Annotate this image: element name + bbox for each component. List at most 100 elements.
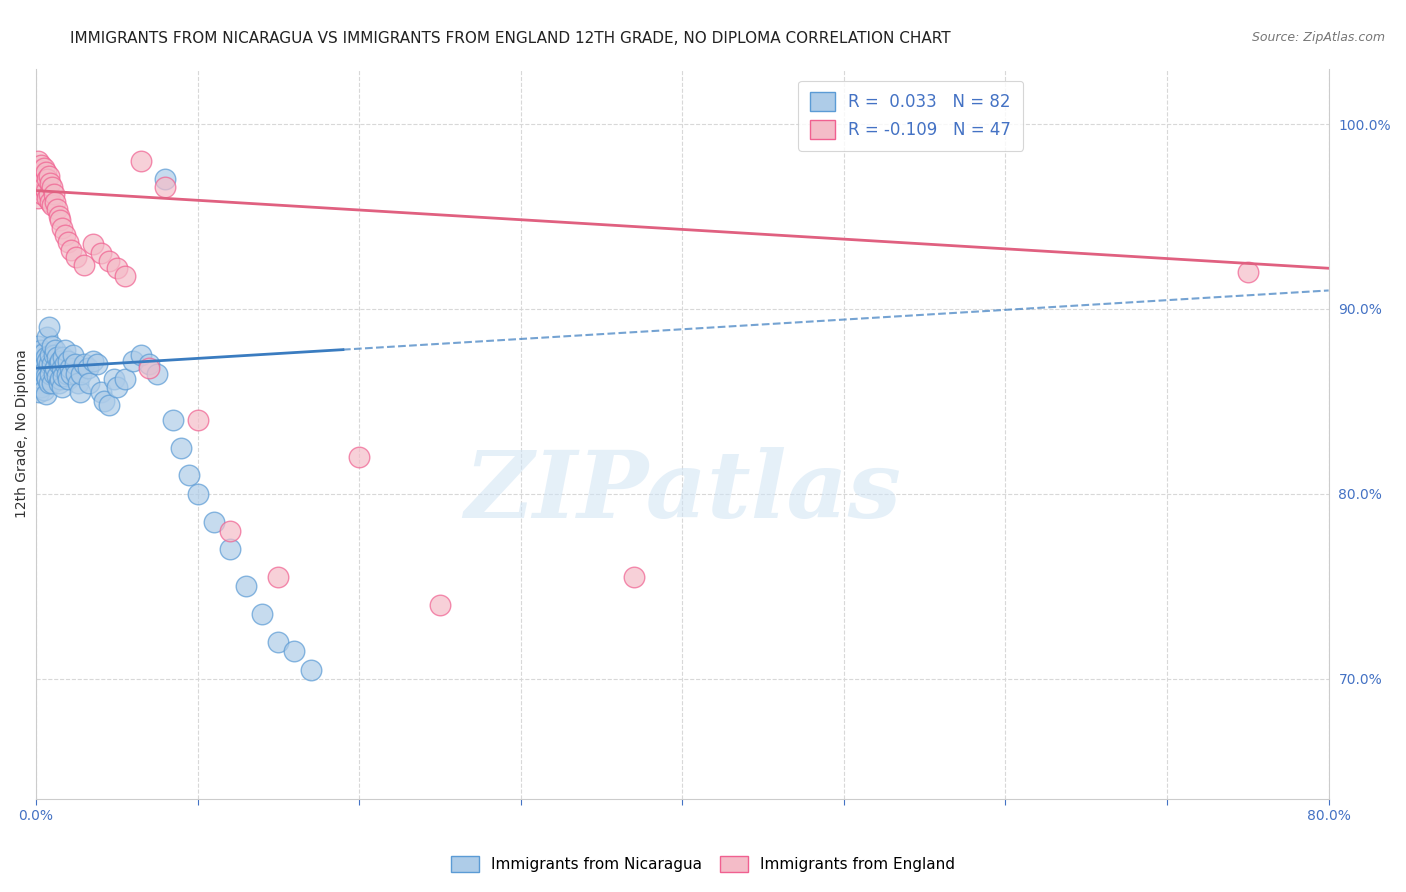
Point (28, 367, 51, 381)
Point (39, 367, 62, 381)
Point (267, 570, 290, 584)
Point (30, 379, 52, 393)
Point (66, 376, 89, 390)
Point (65, 367, 87, 381)
Point (155, 180, 177, 194)
Point (114, 372, 136, 386)
Point (267, 635, 290, 649)
Point (44, 194, 66, 209)
Point (34, 165, 56, 179)
Point (41, 180, 63, 194)
Point (73, 358, 96, 372)
Point (51, 361, 73, 376)
Point (93, 394, 115, 409)
Point (28, 348, 51, 362)
Point (90, 385, 112, 400)
Point (28, 163, 51, 178)
Point (34, 184, 56, 198)
Point (69, 385, 91, 400)
Point (32, 180, 55, 194)
Point (283, 644, 305, 658)
Point (51, 379, 73, 393)
Point (48, 358, 70, 372)
Point (186, 487, 208, 501)
Point (30, 176, 52, 190)
Point (46, 350, 69, 364)
Point (235, 579, 257, 593)
Point (53, 227, 76, 242)
Point (46, 368, 69, 383)
Point (82, 237, 104, 252)
Point (103, 372, 125, 386)
Point (129, 348, 152, 362)
Point (76, 361, 98, 376)
Point (429, 598, 451, 612)
Point (41, 376, 63, 390)
Point (347, 450, 370, 464)
Point (49, 372, 72, 386)
Point (27, 191, 49, 205)
Point (41, 358, 63, 372)
Point (38, 358, 60, 372)
Point (299, 663, 322, 677)
Point (90, 246, 112, 260)
Point (32, 365, 55, 379)
Point (60, 367, 83, 381)
Point (250, 607, 273, 621)
Point (218, 542, 240, 557)
Point (38, 169, 60, 183)
Point (48, 376, 70, 390)
Point (30, 158, 52, 172)
Point (28, 182, 51, 196)
Point (30, 343, 52, 357)
Point (186, 413, 208, 427)
Point (39, 176, 62, 190)
Point (34, 368, 56, 383)
Point (58, 353, 80, 368)
Point (34, 350, 56, 364)
Point (37, 329, 59, 343)
Point (86, 358, 108, 372)
Text: Source: ZipAtlas.com: Source: ZipAtlas.com (1251, 31, 1385, 45)
Point (218, 524, 240, 538)
Point (58, 235, 80, 250)
Point (27, 376, 49, 390)
Point (39, 348, 62, 362)
Point (58, 372, 80, 386)
Point (28, 385, 51, 400)
Point (170, 441, 193, 455)
Point (42, 187, 65, 202)
Point (105, 261, 128, 276)
Point (138, 361, 160, 376)
Point (41, 339, 63, 353)
Point (53, 343, 76, 357)
Point (60, 243, 83, 257)
Point (31, 187, 53, 202)
Point (179, 468, 201, 483)
Point (31, 169, 53, 183)
Point (52, 368, 75, 383)
Point (146, 367, 169, 381)
Point (32, 161, 55, 176)
Point (37, 191, 59, 205)
Point (51, 220, 73, 235)
Y-axis label: 12th Grade, No Diploma: 12th Grade, No Diploma (15, 350, 30, 518)
Point (46, 202, 69, 216)
Point (38, 187, 60, 202)
Point (70, 367, 93, 381)
Point (27, 172, 49, 186)
Point (48, 210, 70, 224)
Point (202, 515, 225, 529)
Point (27, 153, 49, 168)
Point (38, 376, 60, 390)
Point (44, 343, 66, 357)
Point (38, 320, 60, 334)
Point (31, 353, 53, 368)
Point (42, 367, 65, 381)
Point (52, 350, 75, 364)
Point (105, 379, 128, 393)
Point (77, 376, 100, 390)
Point (97, 253, 120, 268)
Point (49, 213, 72, 227)
Point (138, 358, 160, 372)
